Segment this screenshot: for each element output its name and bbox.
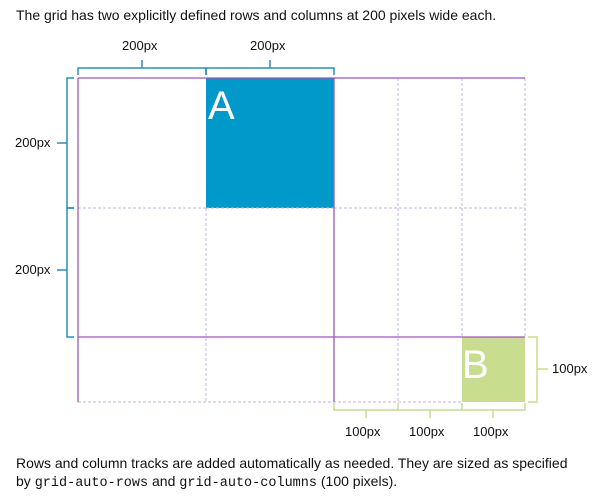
- auto-column-bracket-2: [398, 403, 463, 418]
- row-brackets: [57, 77, 74, 338]
- row-bracket-1: [57, 77, 74, 209]
- column-bracket-1: [77, 60, 207, 75]
- column-label-1: 200px: [122, 38, 158, 53]
- caption-top: The grid has two explicitly defined rows…: [16, 7, 497, 23]
- explicit-grid-lines: [77, 77, 525, 402]
- implicit-grid-lines: [78, 78, 526, 403]
- auto-column-bracket-1: [333, 403, 399, 418]
- caption-bottom: Rows and column tracks are added automat…: [16, 454, 576, 493]
- auto-column-label-2: 100px: [409, 424, 445, 439]
- auto-row-bracket: [528, 336, 548, 403]
- caption-bottom-text-1: Rows and column tracks are added automat…: [16, 455, 568, 489]
- code-grid-auto-columns: grid-auto-columns: [179, 476, 317, 491]
- grid-item-b-label: B: [462, 343, 489, 387]
- auto-row-label: 100px: [552, 361, 588, 376]
- auto-column-brackets: [333, 403, 526, 418]
- auto-column-label-1: 100px: [345, 424, 381, 439]
- auto-column-label-3: 100px: [473, 424, 509, 439]
- row-bracket-2: [57, 207, 74, 338]
- column-bracket-2: [205, 60, 335, 75]
- column-brackets: [77, 60, 335, 75]
- code-grid-auto-rows: grid-auto-rows: [34, 476, 149, 491]
- grid-item-b: [462, 337, 525, 402]
- caption-bottom-text-2: and: [148, 473, 180, 489]
- auto-column-bracket-3: [462, 403, 526, 418]
- row-label-1: 200px: [15, 135, 51, 150]
- caption-bottom-text-3: (100 pixels).: [316, 473, 398, 489]
- row-label-2: 200px: [15, 262, 51, 277]
- grid-item-a: [206, 78, 334, 208]
- grid-item-a-label: A: [208, 84, 235, 128]
- column-label-2: 200px: [250, 38, 286, 53]
